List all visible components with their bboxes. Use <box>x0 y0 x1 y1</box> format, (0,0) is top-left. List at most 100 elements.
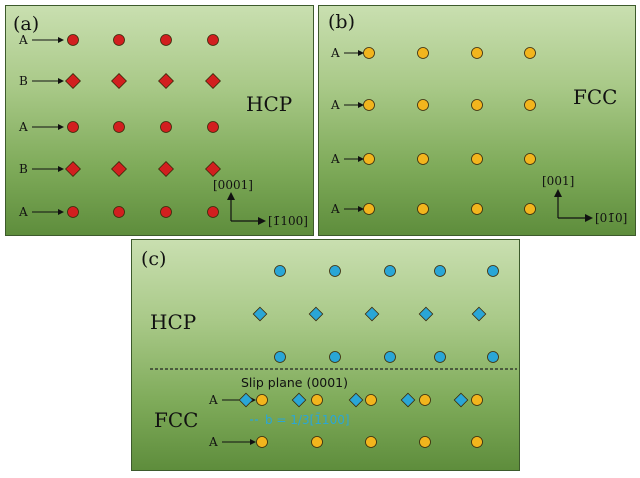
panel-c-tag: (c) <box>141 248 166 270</box>
panel-c-fcc-row2-atom-5 <box>471 436 483 448</box>
panel-c-hcp-row2-atom-3 <box>364 306 380 322</box>
panel-c-slipped-atom-1 <box>238 392 254 408</box>
panel-b-atom-3-1 <box>363 153 375 165</box>
panel-b-tag: (b) <box>328 11 355 33</box>
panel-c-hcp-row2-atom-1 <box>252 306 268 322</box>
panel-b-atom-3-3 <box>471 153 483 165</box>
panel-c-atoms: AA <box>208 265 499 449</box>
panel-a-structure-label: HCP <box>246 92 292 116</box>
panel-a-row-3-arrowhead <box>58 124 64 130</box>
panel-a-atom-4-2 <box>111 161 127 177</box>
panel-c-fcc-row1-atom-3 <box>365 394 377 406</box>
panel-c-fcc-row1-atom-2 <box>311 394 323 406</box>
panel-b-axis-horizontal: [01̄0] <box>595 211 627 225</box>
panel-a-atom-3-2 <box>113 121 125 133</box>
panel-a-axes <box>227 192 266 225</box>
panel-a-atom-5-3 <box>160 206 172 218</box>
panel-a-atom-1-2 <box>113 34 125 46</box>
panel-c-fcc-row1-atom-1 <box>256 394 268 406</box>
panel-c-hcp-row3-atom-4 <box>434 351 446 363</box>
panel-b-atom-2-4 <box>524 99 536 111</box>
panel-b-axis-vertical: [001] <box>542 174 574 188</box>
panel-c-fcc-row2-atom-1 <box>256 436 268 448</box>
panel-c-hcp-row3-atom-1 <box>274 351 286 363</box>
panel-a-atom-3-1 <box>67 121 79 133</box>
panel-c-row-1-label: A <box>208 393 218 407</box>
panel-a-row-5-arrowhead <box>58 209 64 215</box>
panel-a-row-2-label: B <box>19 74 28 88</box>
panel-b-atom-1-2 <box>417 47 429 59</box>
burgers-vector-label: b = 1/3[1̄100] <box>265 413 350 427</box>
panel-c-row-2-arrowhead <box>250 439 256 445</box>
panel-a-row-2-arrowhead <box>58 78 64 84</box>
panel-c-lower-structure: FCC <box>154 408 198 432</box>
panel-b-row-3-arrowhead <box>358 156 364 162</box>
panel-a-row-4-arrowhead <box>58 166 64 172</box>
panel-c-hcp-row1-atom-5 <box>487 265 499 277</box>
panel-a-atom-5-2 <box>113 206 125 218</box>
panel-b-row-4-arrowhead <box>358 206 364 212</box>
panel-a-atom-2-4 <box>205 73 221 89</box>
panel-a-atom-4-1 <box>65 161 81 177</box>
panel-a-row-3-label: A <box>18 120 28 134</box>
panel-a-row-1-arrowhead <box>58 37 64 43</box>
panel-b-row-1-arrowhead <box>358 50 364 56</box>
panel-c-hcp-row3-atom-3 <box>384 351 396 363</box>
panel-b-structure-label: FCC <box>573 85 617 109</box>
panel-a-atoms: A B A B A <box>18 33 221 219</box>
panel-a-atom-5-1 <box>67 206 79 218</box>
panel-c-canvas: (c) HCP FCC Slip plane (0001) AA b = 1/3… <box>141 248 517 449</box>
panel-b-atom-4-2 <box>417 203 429 215</box>
panel-b-row-2-arrowhead <box>358 102 364 108</box>
panel-c-fcc-row2-atom-2 <box>311 436 323 448</box>
panel-b-axes <box>554 189 593 222</box>
panel-a-atom-4-4 <box>205 161 221 177</box>
panel-c-slipped-atom-2 <box>291 392 307 408</box>
panel-c-fcc-row1-atom-5 <box>471 394 483 406</box>
panel-b-row-3-label: A <box>330 152 340 166</box>
panel-a-atom-5-4 <box>207 206 219 218</box>
panel-b-atom-4-3 <box>471 203 483 215</box>
panel-a-atom-1-4 <box>207 34 219 46</box>
panel-b-atom-1-4 <box>524 47 536 59</box>
panel-c-hcp-row2-atom-5 <box>471 306 487 322</box>
panel-c-upper-structure: HCP <box>150 310 196 334</box>
panel-b-row-4-label: A <box>330 202 340 216</box>
panel-b-atom-2-1 <box>363 99 375 111</box>
panel-c-hcp-row1-atom-3 <box>384 265 396 277</box>
panel-c-slipped-atom-4 <box>400 392 416 408</box>
panel-b-atom-3-2 <box>417 153 429 165</box>
panel-b-atoms: A A A A <box>330 46 536 216</box>
panel-a-atom-1-1 <box>67 34 79 46</box>
panel-a-tag: (a) <box>13 13 39 35</box>
panel-b-atom-2-2 <box>417 99 429 111</box>
panel-a-row-4-label: B <box>19 162 28 176</box>
panel-c-fcc-row2-atom-3 <box>365 436 377 448</box>
panel-a-atom-3-3 <box>160 121 172 133</box>
panel-a-atom-2-1 <box>65 73 81 89</box>
panel-c-fcc-row1-atom-4 <box>419 394 431 406</box>
panel-c-hcp-row1-atom-4 <box>434 265 446 277</box>
panel-a-atom-4-3 <box>158 161 174 177</box>
panel-c-hcp-row2-atom-4 <box>418 306 434 322</box>
panel-c-slipped-atom-3 <box>348 392 364 408</box>
panel-c-hcp-row1-atom-2 <box>329 265 341 277</box>
panel-c-row-2-label: A <box>208 435 218 449</box>
panel-a-atom-3-4 <box>207 121 219 133</box>
panel-a-atom-1-3 <box>160 34 172 46</box>
panel-b-row-2-label: A <box>330 98 340 112</box>
panel-a-atom-2-3 <box>158 73 174 89</box>
panel-b-canvas: (b) FCC A A A A [001] [01̄0] <box>328 11 627 225</box>
panel-a-axis-horizontal: [1̄100] <box>268 214 308 228</box>
panel-c-hcp-row1-atom-1 <box>274 265 286 277</box>
panel-b-fcc: (b) FCC A A A A [001] [01̄0] <box>318 5 636 236</box>
panel-b-atom-4-4 <box>524 203 536 215</box>
panel-c-hcp-row3-atom-2 <box>329 351 341 363</box>
panel-a-row-1-label: A <box>18 33 28 47</box>
panel-b-row-1-label: A <box>330 46 340 60</box>
panel-a-canvas: (a) HCP A B A B A [0001] [1̄100] <box>13 13 308 228</box>
panel-a-axis-vertical: [0001] <box>213 178 253 192</box>
panel-b-atom-4-1 <box>363 203 375 215</box>
panel-b-atom-1-3 <box>471 47 483 59</box>
